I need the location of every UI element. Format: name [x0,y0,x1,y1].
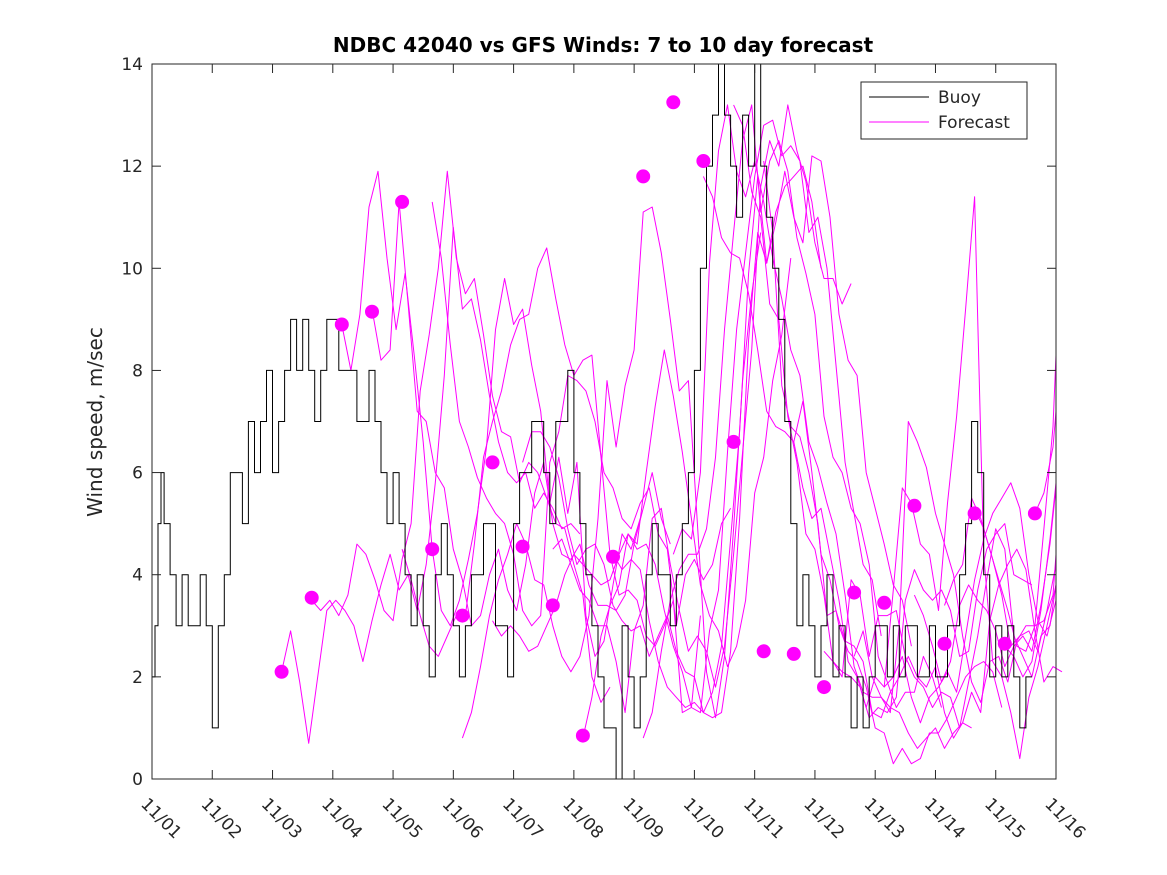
forecast-marker [515,539,530,554]
forecast-marker [726,434,741,449]
forecast-line-24 [974,508,1057,652]
forecast-lines [281,104,1063,765]
forecast-line-17 [763,160,1063,739]
forecast-markers [274,95,1042,743]
y-tick-label: 12 [121,157,143,177]
forecast-line-2 [311,170,611,703]
y-tick-label: 0 [132,770,143,790]
forecast-marker [455,608,470,623]
forecast-line-12 [612,155,912,714]
forecast-line-11 [582,119,882,739]
forecast-marker [425,542,440,557]
legend-box [860,81,1028,140]
y-tick-label: 8 [132,361,143,381]
forecast-marker [1027,506,1042,521]
forecast-marker [304,590,319,605]
forecast-line-14 [672,104,972,749]
forecast-line-8 [492,258,792,668]
y-tick-label: 4 [132,566,143,586]
forecast-marker [666,95,681,110]
forecast-marker [847,585,862,600]
buoy-line-group [152,63,1032,780]
legend-forecast-label: Forecast [938,113,1010,133]
forecast-line-6 [431,201,732,627]
forecast-marker [907,498,922,513]
forecast-marker [696,154,711,168]
y-tick-label: 10 [121,259,143,279]
forecast-line-10 [552,104,852,714]
forecast-marker [606,549,620,564]
forecast-line-15 [702,176,1003,765]
y-tick-label: 2 [132,668,143,688]
chart-title: NDBC 42040 vs GFS Winds: 7 to 10 day for… [333,33,874,57]
forecast-line-9 [522,165,822,719]
forecast-line-23 [944,355,1057,652]
forecast-line-22 [913,487,1057,683]
forecast-line-18 [793,441,1057,724]
forecast-marker [334,317,349,332]
forecast-marker [997,636,1012,651]
y-tick-label: 6 [132,464,143,484]
forecast-marker [485,455,500,470]
forecast-line-3 [341,170,641,657]
forecast-marker [937,636,952,651]
forecast-line-20 [853,421,1057,714]
forecast-marker [274,664,289,679]
legend-buoy-label: Buoy [938,88,981,108]
forecast-marker [967,506,982,521]
forecast-marker [365,304,379,319]
forecast-line-4 [371,201,671,627]
forecast-line-16 [733,104,1033,719]
forecast-marker [756,644,771,659]
y-axis-label: Wind speed, m/sec [83,327,107,517]
forecast-marker [786,646,801,661]
forecast-line-19 [823,528,1057,729]
buoy-line [152,63,1032,780]
axes-box [151,63,1057,780]
forecast-marker [817,680,831,695]
forecast-line-5 [401,247,701,714]
forecast-line-1 [281,226,581,744]
forecast-marker [545,598,560,613]
plot-area [152,63,1063,780]
y-tick-label: 14 [121,55,143,75]
forecast-marker [877,595,892,610]
forecast-marker [395,194,410,209]
forecast-line-26 [1034,411,1057,514]
forecast-marker [575,728,590,743]
forecast-marker [636,169,651,184]
legend: Buoy Forecast [860,81,1028,140]
